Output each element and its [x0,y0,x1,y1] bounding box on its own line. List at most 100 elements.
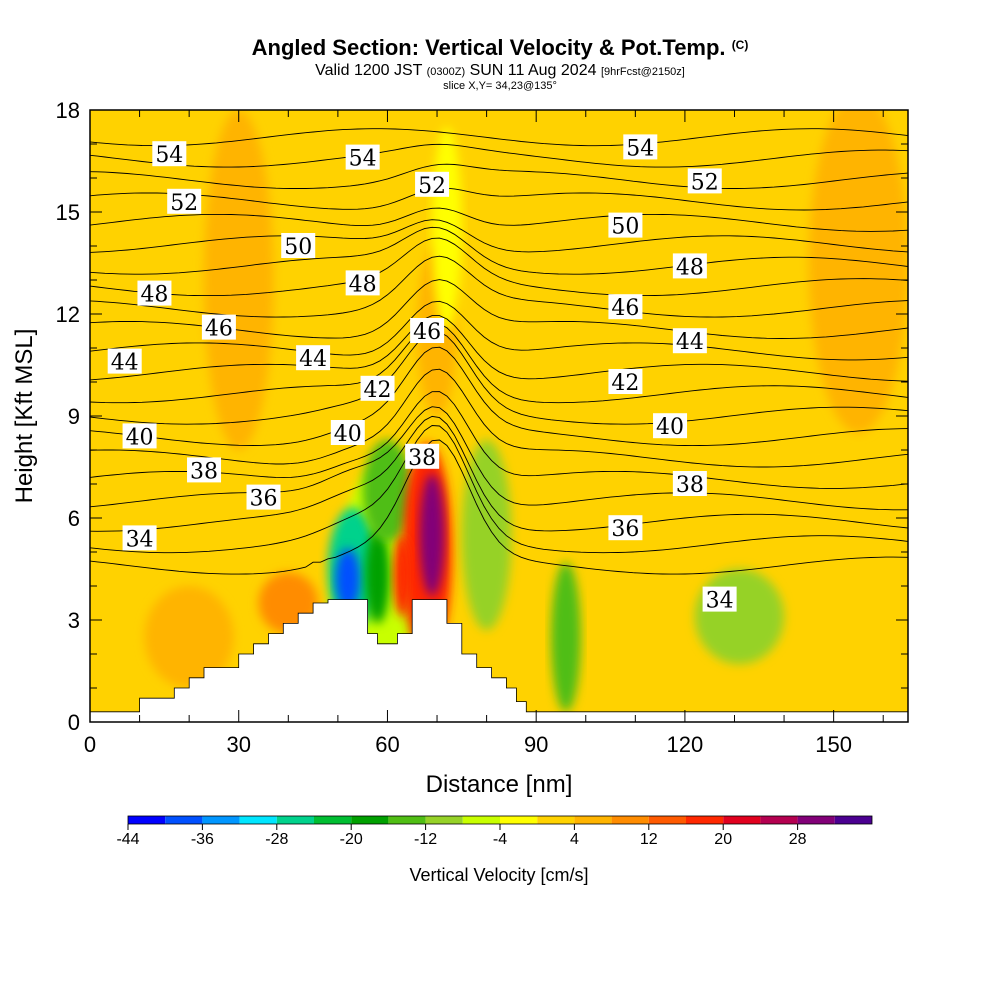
contour-label-22: 38 [187,457,222,484]
svg-text:40: 40 [334,422,362,447]
colorbar-swatch-7 [388,816,426,824]
y-tick-label-6: 18 [56,98,80,123]
svg-text:40: 40 [656,415,684,440]
contour-label-24: 38 [672,471,707,498]
contour-label-28: 34 [702,586,737,614]
svg-text:34: 34 [126,527,154,552]
contour-label-19: 40 [122,423,157,450]
svg-text:44: 44 [299,347,327,372]
svg-text:52: 52 [170,191,198,216]
svg-text:44: 44 [676,330,704,355]
svg-text:50: 50 [284,235,312,260]
theta-contour-34 [90,439,908,575]
colorbar-tick-6: 4 [570,831,579,848]
y-tick-label-3: 9 [68,404,80,429]
colorbar-swatch-13 [611,816,649,824]
svg-text:44: 44 [111,351,139,376]
x-tick-label-2: 60 [375,732,399,757]
contour-label-13: 46 [608,294,643,321]
theta-contour-53 [90,143,908,168]
svg-text:38: 38 [676,473,704,498]
contour-label-5: 52 [687,168,722,195]
velocity-cell-10 [694,569,785,665]
theta-contour-44 [90,300,908,361]
contour-label-18: 42 [608,369,643,396]
y-axis-label: Height [Kft MSL] [11,329,38,504]
svg-text:46: 46 [205,317,233,342]
svg-text:48: 48 [676,255,704,280]
contour-label-20: 40 [330,420,365,447]
colorbar-swatch-5 [314,816,352,824]
slice-info: slice X,Y= 34,23@135° [443,80,557,92]
contour-label-14: 44 [107,348,142,376]
contour-label-17: 42 [360,375,395,403]
theta-contour-43 [90,315,908,382]
svg-text:46: 46 [611,296,639,321]
velocity-cell-6 [419,473,445,597]
svg-text:36: 36 [611,517,639,542]
contour-label-21: 40 [653,413,688,440]
colorbar-swatch-1 [165,816,203,824]
svg-text:52: 52 [691,170,719,195]
contour-label-15: 44 [296,345,331,372]
valid-time: Valid 1200 JST [315,62,423,79]
valid-date: SUN 11 Aug 2024 [469,62,597,79]
svg-text:54: 54 [349,147,377,172]
theta-contour-48 [90,226,908,275]
contour-label-8: 48 [137,280,172,308]
svg-text:38: 38 [190,459,218,484]
velocity-cell-12 [432,127,462,331]
svg-text:40: 40 [126,425,154,450]
contour-label-9: 48 [345,270,380,297]
svg-text:46: 46 [413,320,441,345]
svg-text:48: 48 [140,283,168,308]
colorbar-tick-0: -44 [116,831,139,848]
colorbar-swatch-4 [276,816,314,824]
svg-text:54: 54 [626,136,654,161]
contour-label-27: 34 [122,525,157,552]
svg-text:48: 48 [349,272,377,297]
theta-contour-40 [90,346,908,447]
contour-label-0: 54 [152,141,187,168]
terrain [90,599,908,722]
velocity-cell-9 [551,562,581,712]
colorbar-swatch-2 [202,816,240,824]
colorbar-swatch-6 [351,816,389,824]
colorbar-tick-4: -12 [414,831,437,848]
theta-contour-47 [90,237,908,297]
svg-text:34: 34 [706,589,734,614]
contour-label-11: 46 [201,314,236,342]
svg-text:50: 50 [611,215,639,240]
contour-label-3: 52 [167,188,202,216]
contour-label-4: 52 [415,171,450,199]
contour-label-1: 54 [345,144,380,172]
y-tick-label-2: 6 [68,506,80,531]
title-main: Angled Section: Vertical Velocity & Pot.… [251,35,726,60]
svg-text:42: 42 [364,378,392,403]
colorbar-swatch-0 [128,816,166,824]
valid-utc: (0300Z) [426,66,466,78]
x-axis-label: Distance [nm] [426,771,573,798]
colorbar-swatch-14 [648,816,686,824]
velocity-cell-14 [808,110,908,433]
colorbar-swatch-18 [797,816,835,824]
theta-contour-35 [90,425,908,554]
colorbar-tick-9: 28 [789,831,807,848]
velocity-cell-16 [144,586,234,688]
svg-text:36: 36 [250,487,278,512]
colorbar-swatch-19 [834,816,872,824]
y-tick-label-0: 0 [68,710,80,735]
contour-label-6: 50 [281,233,316,260]
chart-title-block: Angled Section: Vertical Velocity & Pot.… [0,36,1000,93]
theta-contour-38 [90,391,908,489]
contour-label-25: 36 [246,484,281,512]
velocity-cell-4 [362,439,413,542]
x-tick-label-1: 30 [226,732,250,757]
contour-label-10: 48 [672,253,707,280]
theta-contour-49 [90,219,908,253]
theta-contour-51 [90,187,908,211]
contour-label-23: 38 [405,443,440,471]
velocity-cell-3 [365,528,390,624]
x-tick-label-0: 0 [84,732,96,757]
